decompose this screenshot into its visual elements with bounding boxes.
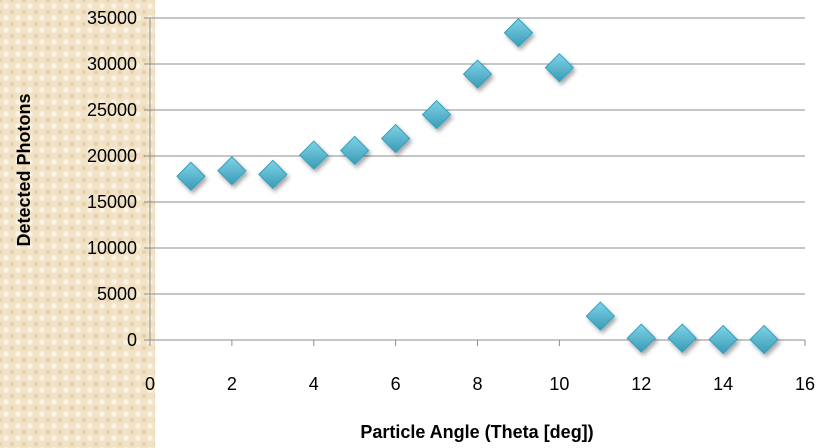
x-tick-labels: 0 2 4 6 8 10 12 14 16 [145, 374, 815, 394]
y-tick-label-35000: 35000 [87, 8, 137, 28]
x-tick-label-12: 12 [631, 374, 651, 394]
data-point [462, 59, 493, 89]
data-point [258, 159, 288, 190]
x-tick-label-2: 2 [227, 374, 237, 394]
x-tick-label-6: 6 [391, 374, 401, 394]
x-tick-label-8: 8 [472, 374, 482, 394]
data-point [708, 324, 738, 355]
y-tick-label-10000: 10000 [87, 238, 137, 258]
x-axis-title: Particle Angle (Theta [deg]) [360, 422, 593, 442]
x-tick-label-10: 10 [549, 374, 569, 394]
data-point [299, 140, 329, 170]
x-tick-label-16: 16 [795, 374, 815, 394]
data-point [421, 99, 452, 130]
data-points [176, 18, 779, 355]
y-tick-label-0: 0 [127, 330, 137, 350]
x-tick-label-0: 0 [145, 374, 155, 394]
gridlines [150, 17, 805, 295]
axes [144, 17, 806, 346]
data-point [503, 18, 534, 48]
y-tick-label-20000: 20000 [87, 146, 137, 166]
y-axis-title: Detected Photons [14, 93, 34, 246]
y-tick-label-25000: 25000 [87, 100, 137, 120]
data-point [585, 301, 616, 331]
x-tick-label-14: 14 [713, 374, 733, 394]
data-point [217, 156, 247, 186]
data-point [667, 323, 697, 353]
y-tick-label-15000: 15000 [87, 192, 137, 212]
data-point [339, 135, 370, 166]
decorative-side-strip [0, 0, 155, 448]
y-tick-label-5000: 5000 [97, 284, 137, 304]
y-tick-label-30000: 30000 [87, 54, 137, 74]
data-point [380, 123, 411, 154]
y-tick-labels: 0 5000 10000 15000 20000 25000 30000 35000 [87, 8, 137, 350]
data-point [749, 324, 779, 355]
data-point [176, 161, 206, 191]
x-tick-label-4: 4 [309, 374, 319, 394]
data-point [544, 52, 575, 83]
data-point [626, 323, 656, 353]
